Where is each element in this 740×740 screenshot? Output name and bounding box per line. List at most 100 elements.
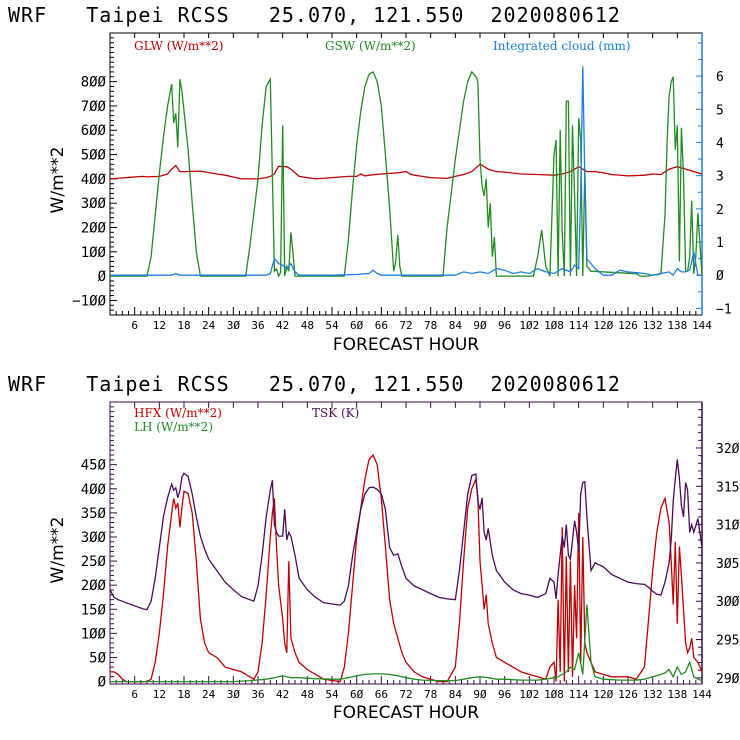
x-tick-label: 18 [177,688,190,701]
y-tick-label: 3ØØ [81,196,107,212]
y-tick-label: 4ØØ [81,172,107,188]
plot-frame [109,401,703,685]
x-tick-label: 78 [424,319,437,332]
series-hfx-line [110,453,703,683]
x-tick-label: 42 [276,319,289,332]
x-tick-label: 18 [177,319,190,332]
y2-tick-label: 31Ø [716,519,740,534]
x-tick-label: 1Ø2 [519,688,539,701]
y2-tick-label: −1 [716,302,732,317]
x-tick-label: 6Ø [350,319,364,332]
x-tick-label: 54 [325,688,339,701]
x-tick-label: 114 [569,319,589,332]
y2-tick-label: 5 [716,103,724,118]
legend-cloud: Integrated cloud (mm) [493,39,631,53]
legend-hfx: HFX (W/m**2) [134,406,222,420]
x-tick-label: 78 [424,688,437,701]
panel-radiation: WRF Taipei RCSS 25.070, 121.550 20200806… [8,3,732,355]
y-tick-label: 3ØØ [81,530,107,546]
panel-title: WRF Taipei RCSS 25.070, 121.550 20200806… [8,372,621,396]
x-tick-label: 84 [449,319,463,332]
axes: 6 12 18 24 3Ø 36 42 48 54 6Ø 66 72 78 84 9Ø 96 1Ø2 1Ø8 114… [81,401,740,701]
y-axis-label: W/m**2 [48,517,68,584]
x-tick-label: 12Ø [593,688,613,701]
legend-tsk: TSK (K) [312,406,359,420]
y-tick-label: −1ØØ [72,293,106,309]
y-tick-label: 25Ø [81,554,107,570]
x-tick-label: 138 [667,688,687,701]
x-tick-label: 6 [131,688,138,701]
x-tick-label: 144 [692,688,712,701]
y2-tick-label: 1 [716,236,724,251]
panel-fluxes: WRF Taipei RCSS 25.070, 121.550 20200806… [8,372,740,723]
series-group [109,66,703,278]
x-tick-label: 132 [643,319,663,332]
series-glw-line [109,163,703,180]
x-tick-label: 9Ø [473,688,487,701]
x-tick-label: 48 [301,319,314,332]
x-tick-label: 96 [498,319,511,332]
x-tick-label: 3Ø [227,319,241,332]
x-tick-label: 66 [375,688,388,701]
y2-tick-label: 3 [716,170,724,185]
y-tick-label: 45Ø [81,458,107,474]
x-tick-label: 96 [498,688,511,701]
y-tick-label: 1ØØ [81,626,107,642]
y-tick-label: 6ØØ [81,123,107,139]
x-tick-label: 114 [569,688,589,701]
x-tick-label: 72 [399,319,412,332]
y-tick-label: 5ØØ [81,148,107,164]
x-tick-label: 132 [643,688,663,701]
y2-tick-label: 2 [716,203,724,218]
y-tick-label: 5Ø [89,650,106,666]
x-tick-label: 138 [667,319,687,332]
x-tick-label: 12Ø [593,319,613,332]
y2-tick-label: Ø [716,269,724,284]
x-tick-label: 6Ø [350,688,364,701]
legend-lh: LH (W/m**2) [134,420,213,434]
y2-tick-label: 32Ø [716,442,740,457]
y-tick-label: 4ØØ [81,482,107,498]
x-tick-label: 66 [375,319,388,332]
y2-tick-label: 29Ø [716,672,740,687]
y2-tick-label: 3Ø5 [716,557,739,572]
x-tick-label: 42 [276,688,289,701]
x-tick-label: 144 [692,319,712,332]
x-tick-label: 48 [301,688,314,701]
x-tick-label: 1Ø2 [519,319,539,332]
x-tick-label: 1Ø8 [544,319,564,332]
x-axis-label: FORECAST HOUR [333,335,479,355]
x-tick-label: 24 [202,319,216,332]
x-tick-label: 12 [153,688,166,701]
legend-gsw: GSW (W/m**2) [325,39,416,53]
x-tick-label: 6 [131,319,138,332]
x-axis-label: FORECAST HOUR [333,703,479,723]
panel-title: WRF Taipei RCSS 25.070, 121.550 20200806… [8,3,621,27]
y-tick-label: 1ØØ [81,245,107,261]
y-tick-label: Ø [98,269,107,285]
y2-tick-label: 3ØØ [716,595,740,610]
y-tick-label: 35Ø [81,506,107,522]
x-tick-label: 24 [202,688,216,701]
x-tick-label: 3Ø [227,688,241,701]
y-tick-label: 7ØØ [81,99,107,115]
y2-tick-label: 315 [716,480,739,495]
y-tick-label: 2ØØ [81,578,107,594]
x-tick-label: 36 [251,688,264,701]
series-tsk-line [109,459,703,611]
series-lh-line [110,604,703,683]
legend-glw: GLW (W/m**2) [134,39,223,53]
x-tick-label: 54 [325,319,339,332]
y-tick-label: 8ØØ [81,75,107,91]
x-tick-label: 126 [618,688,638,701]
x-tick-label: 9Ø [473,319,487,332]
x-tick-label: 84 [449,688,463,701]
series-integrated-line [110,66,702,277]
series-group [109,453,703,683]
x-tick-label: 12 [153,319,166,332]
y2-tick-label: 4 [716,136,724,151]
x-tick-label: 126 [618,319,638,332]
y-tick-label: Ø [98,675,107,691]
y2-tick-label: 295 [716,634,739,649]
